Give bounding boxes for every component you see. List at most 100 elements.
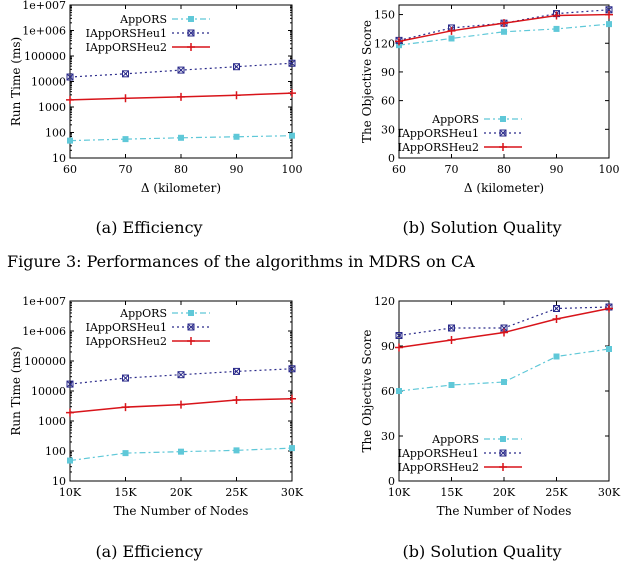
x-tick-label: 70 xyxy=(445,163,459,176)
data-point xyxy=(288,59,296,67)
y-tick-label: 60 xyxy=(381,95,395,108)
data-point-box xyxy=(553,305,560,312)
x-tick-label: 30K xyxy=(281,486,304,499)
legend-marker-box xyxy=(187,323,195,331)
data-point-box xyxy=(177,371,185,379)
data-point xyxy=(448,382,455,388)
x-axis-label: The Number of Nodes xyxy=(437,504,572,518)
x-tick-label: 70 xyxy=(119,163,133,176)
subfigure-caption: (b) Solution Quality xyxy=(402,542,561,561)
legend-label: AppORS xyxy=(119,13,167,26)
data-point-box xyxy=(233,367,240,375)
data-point xyxy=(553,353,560,360)
legend-label: IAppORSHeu1 xyxy=(86,27,167,40)
chart-run-time-vs-nodes: 10 100 1000 10000 100000 1e+006 1e+007 10K 15K 20… xyxy=(9,295,304,561)
data-point-cross xyxy=(233,63,240,71)
y-tick-label: 150 xyxy=(374,9,395,22)
data-point xyxy=(289,132,295,139)
x-tick-label: 30K xyxy=(598,486,621,499)
data-point xyxy=(288,89,296,98)
data-point xyxy=(501,379,507,385)
data-point xyxy=(552,315,561,323)
x-tick-label: 90 xyxy=(230,163,244,176)
chart-run-time-vs-delta: 10 100 1000 10000 100000 1e+006 1e+007 60 70 80 90… xyxy=(9,0,303,237)
data-point xyxy=(395,332,403,339)
y-tick-label: 1e+006 xyxy=(22,325,66,338)
data-point-cross xyxy=(177,66,185,74)
legend-label: AppORS xyxy=(431,113,479,126)
y-tick-label: 30 xyxy=(381,123,395,136)
x-tick-label: 15K xyxy=(114,486,137,499)
x-tick-label: 80 xyxy=(497,163,511,176)
y-tick-label: 10 xyxy=(52,475,66,488)
x-axis-label: The Number of Nodes xyxy=(114,504,249,518)
legend-marker xyxy=(500,116,506,122)
figure-caption: Figure 3: Performances of the algorithms… xyxy=(7,252,475,271)
data-point-cross xyxy=(66,380,74,388)
legend-marker xyxy=(188,16,194,22)
y-tick-label: 10000 xyxy=(31,385,66,398)
data-point xyxy=(447,26,456,35)
data-point xyxy=(553,25,560,32)
x-tick-label: 25K xyxy=(545,486,568,499)
data-point-cross xyxy=(605,6,613,14)
data-point xyxy=(121,403,130,412)
data-point-cross xyxy=(395,332,403,339)
data-point xyxy=(66,380,74,388)
y-tick-label: 90 xyxy=(381,340,395,353)
series-line xyxy=(69,135,293,142)
data-point-cross xyxy=(233,368,240,375)
subfigure-caption: (b) Solution Quality xyxy=(402,218,561,237)
series-iapporsheu1 xyxy=(66,365,296,388)
legend-label: IAppORSHeu2 xyxy=(398,461,479,474)
legend-label: IAppORSHeu1 xyxy=(398,127,479,140)
legend-label: IAppORSHeu2 xyxy=(398,141,479,154)
data-point xyxy=(447,336,456,344)
data-point-cross xyxy=(122,70,129,78)
legend-label: IAppORSHeu1 xyxy=(86,321,167,334)
x-tick-label: 15K xyxy=(440,486,463,499)
y-tick-label: 120 xyxy=(374,295,395,308)
x-tick-label: 10K xyxy=(388,486,411,499)
series-line xyxy=(69,447,293,462)
y-tick-label: 90 xyxy=(381,66,395,79)
data-point xyxy=(606,346,612,352)
x-tick-label: 100 xyxy=(599,163,620,176)
data-point xyxy=(606,21,612,28)
legend-marker-box xyxy=(499,129,507,137)
series-appors xyxy=(67,132,295,144)
legend-marker xyxy=(499,143,507,151)
x-tick-label: 100 xyxy=(282,163,303,176)
data-point-cross xyxy=(288,59,296,67)
legend-marker-box xyxy=(499,449,507,457)
data-point xyxy=(122,136,129,143)
data-point xyxy=(66,95,74,104)
legend-marker-cross xyxy=(187,323,195,331)
legend-label: AppORS xyxy=(119,307,167,320)
x-tick-label: 90 xyxy=(550,163,564,176)
data-point-cross xyxy=(122,374,129,382)
data-point xyxy=(396,388,402,394)
data-point-cross xyxy=(288,365,296,373)
data-point xyxy=(232,91,241,100)
data-point-box xyxy=(66,380,74,388)
data-point xyxy=(177,92,185,101)
y-tick-label: 100 xyxy=(45,445,66,458)
legend-marker xyxy=(499,463,507,471)
x-tick-label: 20K xyxy=(170,486,193,499)
data-point xyxy=(553,305,560,312)
data-point xyxy=(121,94,130,103)
y-tick-label: 60 xyxy=(381,385,395,398)
data-point-box xyxy=(177,66,185,74)
subfigure-caption: (a) Efficiency xyxy=(95,542,202,561)
y-tick-label: 100 xyxy=(45,127,66,140)
data-point xyxy=(605,6,613,14)
data-point-cross xyxy=(177,371,185,379)
y-tick-label: 0 xyxy=(388,152,395,165)
data-point-cross xyxy=(553,305,560,312)
legend-label: AppORS xyxy=(431,433,479,446)
data-point xyxy=(122,70,129,78)
series-iapporsheu2 xyxy=(395,10,613,46)
y-axis-label: The Objective Score xyxy=(360,329,374,452)
legend-marker xyxy=(188,310,194,316)
